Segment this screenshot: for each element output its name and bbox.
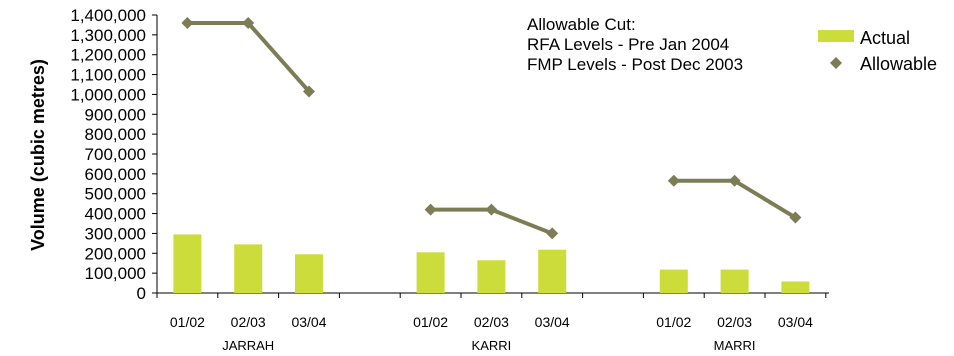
line-series-allowable bbox=[181, 16, 802, 240]
marker-karri-1 bbox=[485, 203, 498, 216]
y-tick-label: 200,000 bbox=[85, 244, 146, 263]
x-tick-label: 01/02 bbox=[656, 314, 691, 330]
legend-marker-allowable bbox=[830, 57, 842, 69]
y-tick-label: 400,000 bbox=[85, 205, 146, 224]
y-tick-label: 1,400,000 bbox=[70, 6, 146, 25]
y-tick-label: 1,000,000 bbox=[70, 85, 146, 104]
legend-label-allowable: Allowable bbox=[860, 54, 937, 74]
marker-marri-0 bbox=[667, 174, 680, 187]
y-tick-label: 1,100,000 bbox=[70, 66, 146, 85]
annotation-line-3: FMP Levels - Post Dec 2003 bbox=[527, 55, 743, 74]
marker-jarrah-1 bbox=[242, 16, 255, 29]
x-tick-label: 03/04 bbox=[535, 314, 570, 330]
y-axis-label: Volume (cubic metres) bbox=[28, 59, 48, 251]
bar-marri-2 bbox=[781, 281, 810, 293]
y-tick-label: 500,000 bbox=[85, 185, 146, 204]
annotation-line-2: RFA Levels - Pre Jan 2004 bbox=[527, 35, 729, 54]
x-tick-label: 01/02 bbox=[413, 314, 448, 330]
y-tick-label: 1,300,000 bbox=[70, 26, 146, 45]
x-tick-label: 01/02 bbox=[170, 314, 205, 330]
y-tick-label: 800,000 bbox=[85, 125, 146, 144]
annotation: Allowable Cut: RFA Levels - Pre Jan 2004… bbox=[527, 15, 743, 74]
group-label: KARRI bbox=[472, 338, 512, 353]
line-jarrah bbox=[187, 20, 311, 93]
bar-jarrah-0 bbox=[173, 234, 202, 293]
marker-marri-2 bbox=[789, 211, 802, 224]
bar-jarrah-1 bbox=[234, 244, 263, 293]
x-tick-label: 03/04 bbox=[291, 314, 326, 330]
bar-marri-0 bbox=[659, 269, 688, 293]
bar-series-actual bbox=[173, 234, 810, 293]
x-axis bbox=[156, 292, 829, 298]
bar-jarrah-2 bbox=[295, 254, 323, 293]
marker-karri-0 bbox=[424, 203, 437, 216]
legend-label-actual: Actual bbox=[860, 28, 910, 48]
y-tick-label: 100,000 bbox=[85, 264, 146, 283]
group-label: JARRAH bbox=[222, 338, 274, 353]
y-tick-label: 600,000 bbox=[85, 165, 146, 184]
y-axis: 0100,000200,000300,000400,000500,000600,… bbox=[70, 6, 158, 303]
x-tick-label: 03/04 bbox=[778, 314, 813, 330]
bar-karri-0 bbox=[416, 252, 445, 293]
marker-marri-1 bbox=[728, 174, 741, 187]
y-tick-label: 0 bbox=[137, 284, 146, 303]
x-tick-label: 02/03 bbox=[474, 314, 509, 330]
bar-marri-1 bbox=[720, 269, 749, 293]
y-tick-label: 300,000 bbox=[85, 224, 146, 243]
x-tick-label: 02/03 bbox=[717, 314, 752, 330]
legend: Actual Allowable bbox=[818, 28, 937, 74]
marker-karri-2 bbox=[546, 227, 559, 240]
marker-jarrah-0 bbox=[181, 16, 194, 29]
legend-swatch-actual bbox=[818, 30, 854, 42]
x-tick-label: 02/03 bbox=[231, 314, 266, 330]
y-tick-label: 700,000 bbox=[85, 145, 146, 164]
y-tick-label: 1,200,000 bbox=[70, 46, 146, 65]
group-label: MARRI bbox=[714, 338, 756, 353]
marker-jarrah-2 bbox=[303, 85, 315, 98]
y-tick-label: 900,000 bbox=[85, 105, 146, 124]
x-tick-labels: 01/02 02/03 03/04 JARRAH 01/02 02/03 03/04 KARR… bbox=[170, 314, 813, 353]
bar-karri-2 bbox=[538, 249, 567, 293]
bar-karri-1 bbox=[477, 260, 506, 293]
annotation-line-1: Allowable Cut: bbox=[527, 15, 636, 34]
